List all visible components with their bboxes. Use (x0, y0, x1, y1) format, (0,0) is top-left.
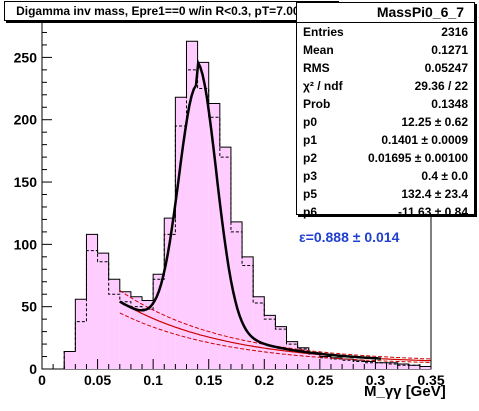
stats-row-rms: RMS 0.05247 (303, 61, 468, 75)
histogram-bar (342, 359, 354, 369)
x-tick-label: 0.25 (306, 372, 333, 388)
y-tick-label: 0 (29, 361, 37, 377)
stats-row-p1: p1 0.1401 ± 0.0009 (303, 133, 468, 147)
histogram-bar (319, 356, 331, 369)
y-tick-label: 150 (14, 174, 38, 190)
x-tick-label: 0.3 (366, 372, 386, 388)
axes: 0 0.05 0.1 0.15 0.2 0.25 0.3 0.35 0 50 100 150 200 25… (14, 19, 445, 388)
x-tick-label: 0.15 (195, 372, 222, 388)
histogram-bar (153, 274, 165, 369)
stats-row-p2: p2 0.01695 ± 0.00100 (303, 151, 468, 165)
x-tick-label: 0.05 (84, 372, 111, 388)
histogram-bar (219, 147, 231, 369)
histogram-bars (63, 40, 432, 370)
x-tick-label: 0.1 (143, 372, 163, 388)
efficiency-label: ε=0.888 ± 0.014 (299, 229, 400, 245)
plot-title: Digamma inv mass, Epre1==0 w/in R<0.3, p… (4, 1, 339, 21)
histogram-bar (86, 234, 98, 369)
histogram-bar (130, 296, 143, 369)
histogram-bar (386, 362, 398, 369)
histogram-bar (330, 357, 343, 369)
histogram-dashed-outline (63, 69, 431, 369)
stats-row-p5: p5 132.4 ± 23.4 (303, 187, 468, 201)
histogram-bar (175, 97, 187, 370)
fit-curve (119, 58, 382, 360)
y-tick-label: 100 (14, 236, 38, 252)
y-tick-label: 200 (14, 112, 38, 128)
total-fit-curve (119, 58, 382, 360)
histogram-bar (208, 103, 220, 369)
histogram-bar (64, 351, 76, 369)
histogram-bar (119, 291, 131, 369)
stats-row-mean: Mean 0.1271 (303, 43, 468, 57)
histogram-bar (308, 352, 320, 369)
stats-row-prob: Prob 0.1348 (303, 97, 468, 111)
histogram-bar (397, 364, 409, 369)
background-lower-dashed (119, 312, 432, 363)
histogram-bar (230, 221, 243, 369)
histogram-bar (97, 253, 109, 369)
stats-box: MassPi0_6_7 Entries 2316 Mean 0.1271 RMS 0.… (296, 2, 475, 219)
histogram-bar (142, 300, 154, 369)
histogram-bar (375, 362, 387, 369)
stats-row-p0: p0 12.25 ± 0.62 (303, 115, 468, 129)
stats-row-entries: Entries 2316 (303, 25, 468, 39)
histogram-bar (186, 41, 198, 370)
histogram-bar (108, 279, 120, 369)
x-tick-label: 0.35 (417, 372, 444, 388)
histogram-bar (264, 315, 276, 369)
histogram-bar (408, 365, 420, 369)
histogram-dashed-step (63, 69, 431, 369)
histogram-bar (197, 62, 209, 369)
stats-row-p6: p6 -11.63 ± 0.84 (303, 205, 468, 219)
stats-row-chi2: χ² / ndf 29.36 / 22 (303, 79, 468, 93)
histogram-bar (286, 341, 298, 369)
histogram-bar (164, 218, 176, 369)
histogram-bar (419, 366, 431, 369)
y-tick-label: 50 (21, 299, 37, 315)
histogram-bar (353, 360, 365, 369)
stats-title: MassPi0_6_7 (297, 3, 474, 23)
histogram-bar (253, 296, 265, 369)
histogram-bar (242, 256, 254, 369)
x-tick-label: 0.2 (255, 372, 275, 388)
y-tick-label: 250 (14, 49, 38, 65)
histogram-bar (297, 347, 309, 369)
stats-row-p3: p3 0.4 ± 0.0 (303, 169, 468, 183)
histogram-bar (75, 299, 87, 369)
x-axis-title: M_γγ [GeV] (364, 383, 446, 400)
histogram-bar (364, 361, 376, 369)
x-tick-label: 0 (38, 372, 46, 388)
background-upper-dashed (119, 290, 431, 360)
